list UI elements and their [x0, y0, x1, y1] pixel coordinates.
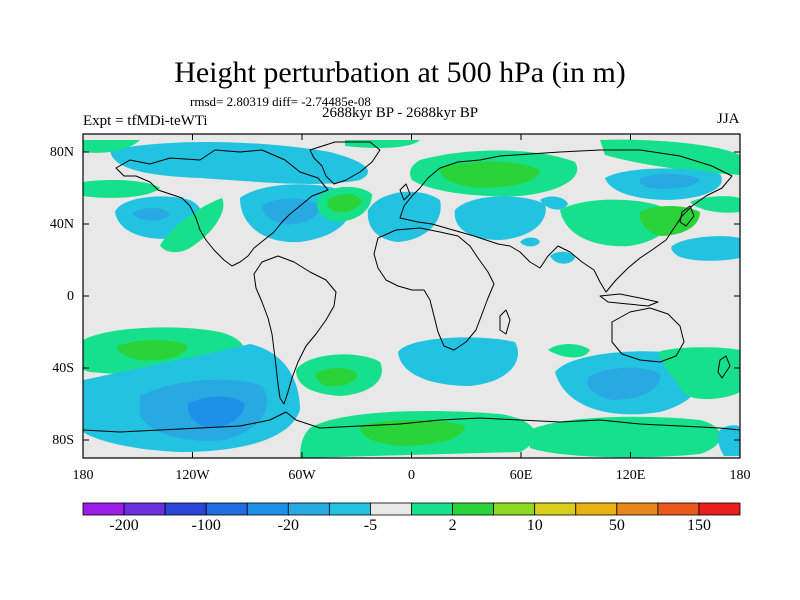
anomaly-negative-patch	[398, 337, 518, 386]
colorbar-swatch	[123, 502, 166, 516]
anomaly-field	[83, 139, 740, 458]
colorbar-swatch	[698, 502, 741, 516]
anomaly-negative-patch	[639, 173, 700, 189]
anomaly-positive-patch	[600, 139, 740, 175]
map-plot-area	[83, 134, 740, 458]
anomaly-positive-patch	[160, 198, 224, 253]
colorbar-swatch	[287, 502, 330, 516]
africa-coast	[373, 227, 495, 351]
lat-tick-label: 40S	[52, 361, 74, 376]
anomaly-positive-patch	[690, 196, 740, 213]
stats-subtitle: rmsd= 2.80319 diff= -2.74485e-08	[190, 94, 371, 109]
anomaly-negative-patch	[132, 208, 170, 221]
colorbar-label: -100	[191, 517, 221, 534]
colorbar-swatch	[657, 502, 700, 516]
anomaly-positive-patch	[530, 416, 721, 458]
eurasia-coast	[399, 149, 733, 293]
colorbar-label: -20	[277, 517, 299, 534]
colorbar	[82, 502, 741, 516]
nz-coast	[717, 355, 731, 379]
lat-tick-label: 80N	[49, 145, 74, 160]
lon-tick-label: 180	[72, 468, 94, 483]
lon-tick-label: 0	[408, 468, 415, 483]
anomaly-negative-patch	[717, 425, 740, 456]
anomaly-negative-patch	[367, 191, 441, 242]
lat-tick-label: 0	[67, 289, 74, 304]
uk-coast	[399, 183, 411, 201]
lon-tick-label: 120W	[175, 468, 210, 483]
anomaly-negative-patch	[262, 198, 320, 225]
colorbar-swatch	[82, 502, 125, 516]
lon-tick-label: 60E	[509, 468, 533, 483]
colorbar-label: 2	[448, 517, 457, 534]
map-title: Height perturbation at 500 hPa (in m)	[174, 56, 626, 89]
lat-tick-label: 40N	[49, 217, 74, 232]
anomaly-positive-patch	[359, 420, 465, 446]
season-label: JJA	[717, 111, 740, 127]
colorbar-swatch	[246, 502, 289, 516]
anomaly-positive-patch	[315, 368, 358, 387]
colorbar-swatch	[328, 502, 371, 516]
colorbar-swatch	[616, 502, 659, 516]
lon-tick-label: 180	[729, 468, 751, 483]
anomaly-negative-patch	[587, 367, 661, 400]
colorbar-swatch	[370, 502, 412, 516]
anomaly-negative-patch	[520, 237, 540, 247]
anomaly-positive-patch	[439, 161, 540, 188]
anomaly-negative-patch	[671, 236, 740, 261]
anomaly-negative-patch	[540, 196, 568, 210]
colorbar-swatch	[205, 502, 248, 516]
australia-coast	[611, 307, 685, 363]
antarctica-coast	[83, 411, 740, 433]
colorbar-swatch	[411, 502, 453, 516]
colorbar-swatch	[575, 502, 618, 516]
anomaly-positive-patch	[327, 194, 362, 213]
axis-ticks	[82, 134, 741, 458]
anomaly-negative-patch	[187, 396, 245, 428]
colorbar-label: -200	[109, 517, 139, 534]
madagascar-coast	[499, 309, 511, 335]
colorbar-label: 10	[526, 517, 543, 534]
lat-tick-label: 80S	[52, 433, 74, 448]
colorbar-label: -5	[363, 517, 378, 534]
anomaly-positive-patch	[117, 340, 188, 361]
japan-coast	[679, 205, 695, 227]
anomaly-positive-patch	[83, 140, 140, 153]
colorbar-swatch	[493, 502, 536, 516]
greenland-coast	[309, 141, 381, 185]
colorbar-swatch	[164, 502, 207, 516]
colorbar-label: 150	[686, 517, 711, 534]
south-america-coast	[253, 255, 337, 405]
lon-tick-label: 120E	[615, 468, 646, 483]
lon-tick-label: 60W	[288, 468, 316, 483]
anomaly-positive-patch	[83, 180, 160, 198]
north-america-coast	[115, 149, 329, 267]
period-label: 2688kyr BP - 2688kyr BP	[322, 105, 479, 121]
anomaly-negative-patch	[550, 251, 575, 264]
colorbar-label: 50	[608, 517, 625, 534]
indonesia-coast	[599, 293, 659, 307]
coastlines	[83, 141, 740, 433]
experiment-label: Expt = tfMDi-teWTi	[83, 113, 208, 129]
anomaly-positive-patch	[548, 344, 590, 358]
colorbar-swatch	[452, 502, 495, 516]
colorbar-swatch	[534, 502, 577, 516]
anomaly-negative-patch	[454, 196, 546, 240]
